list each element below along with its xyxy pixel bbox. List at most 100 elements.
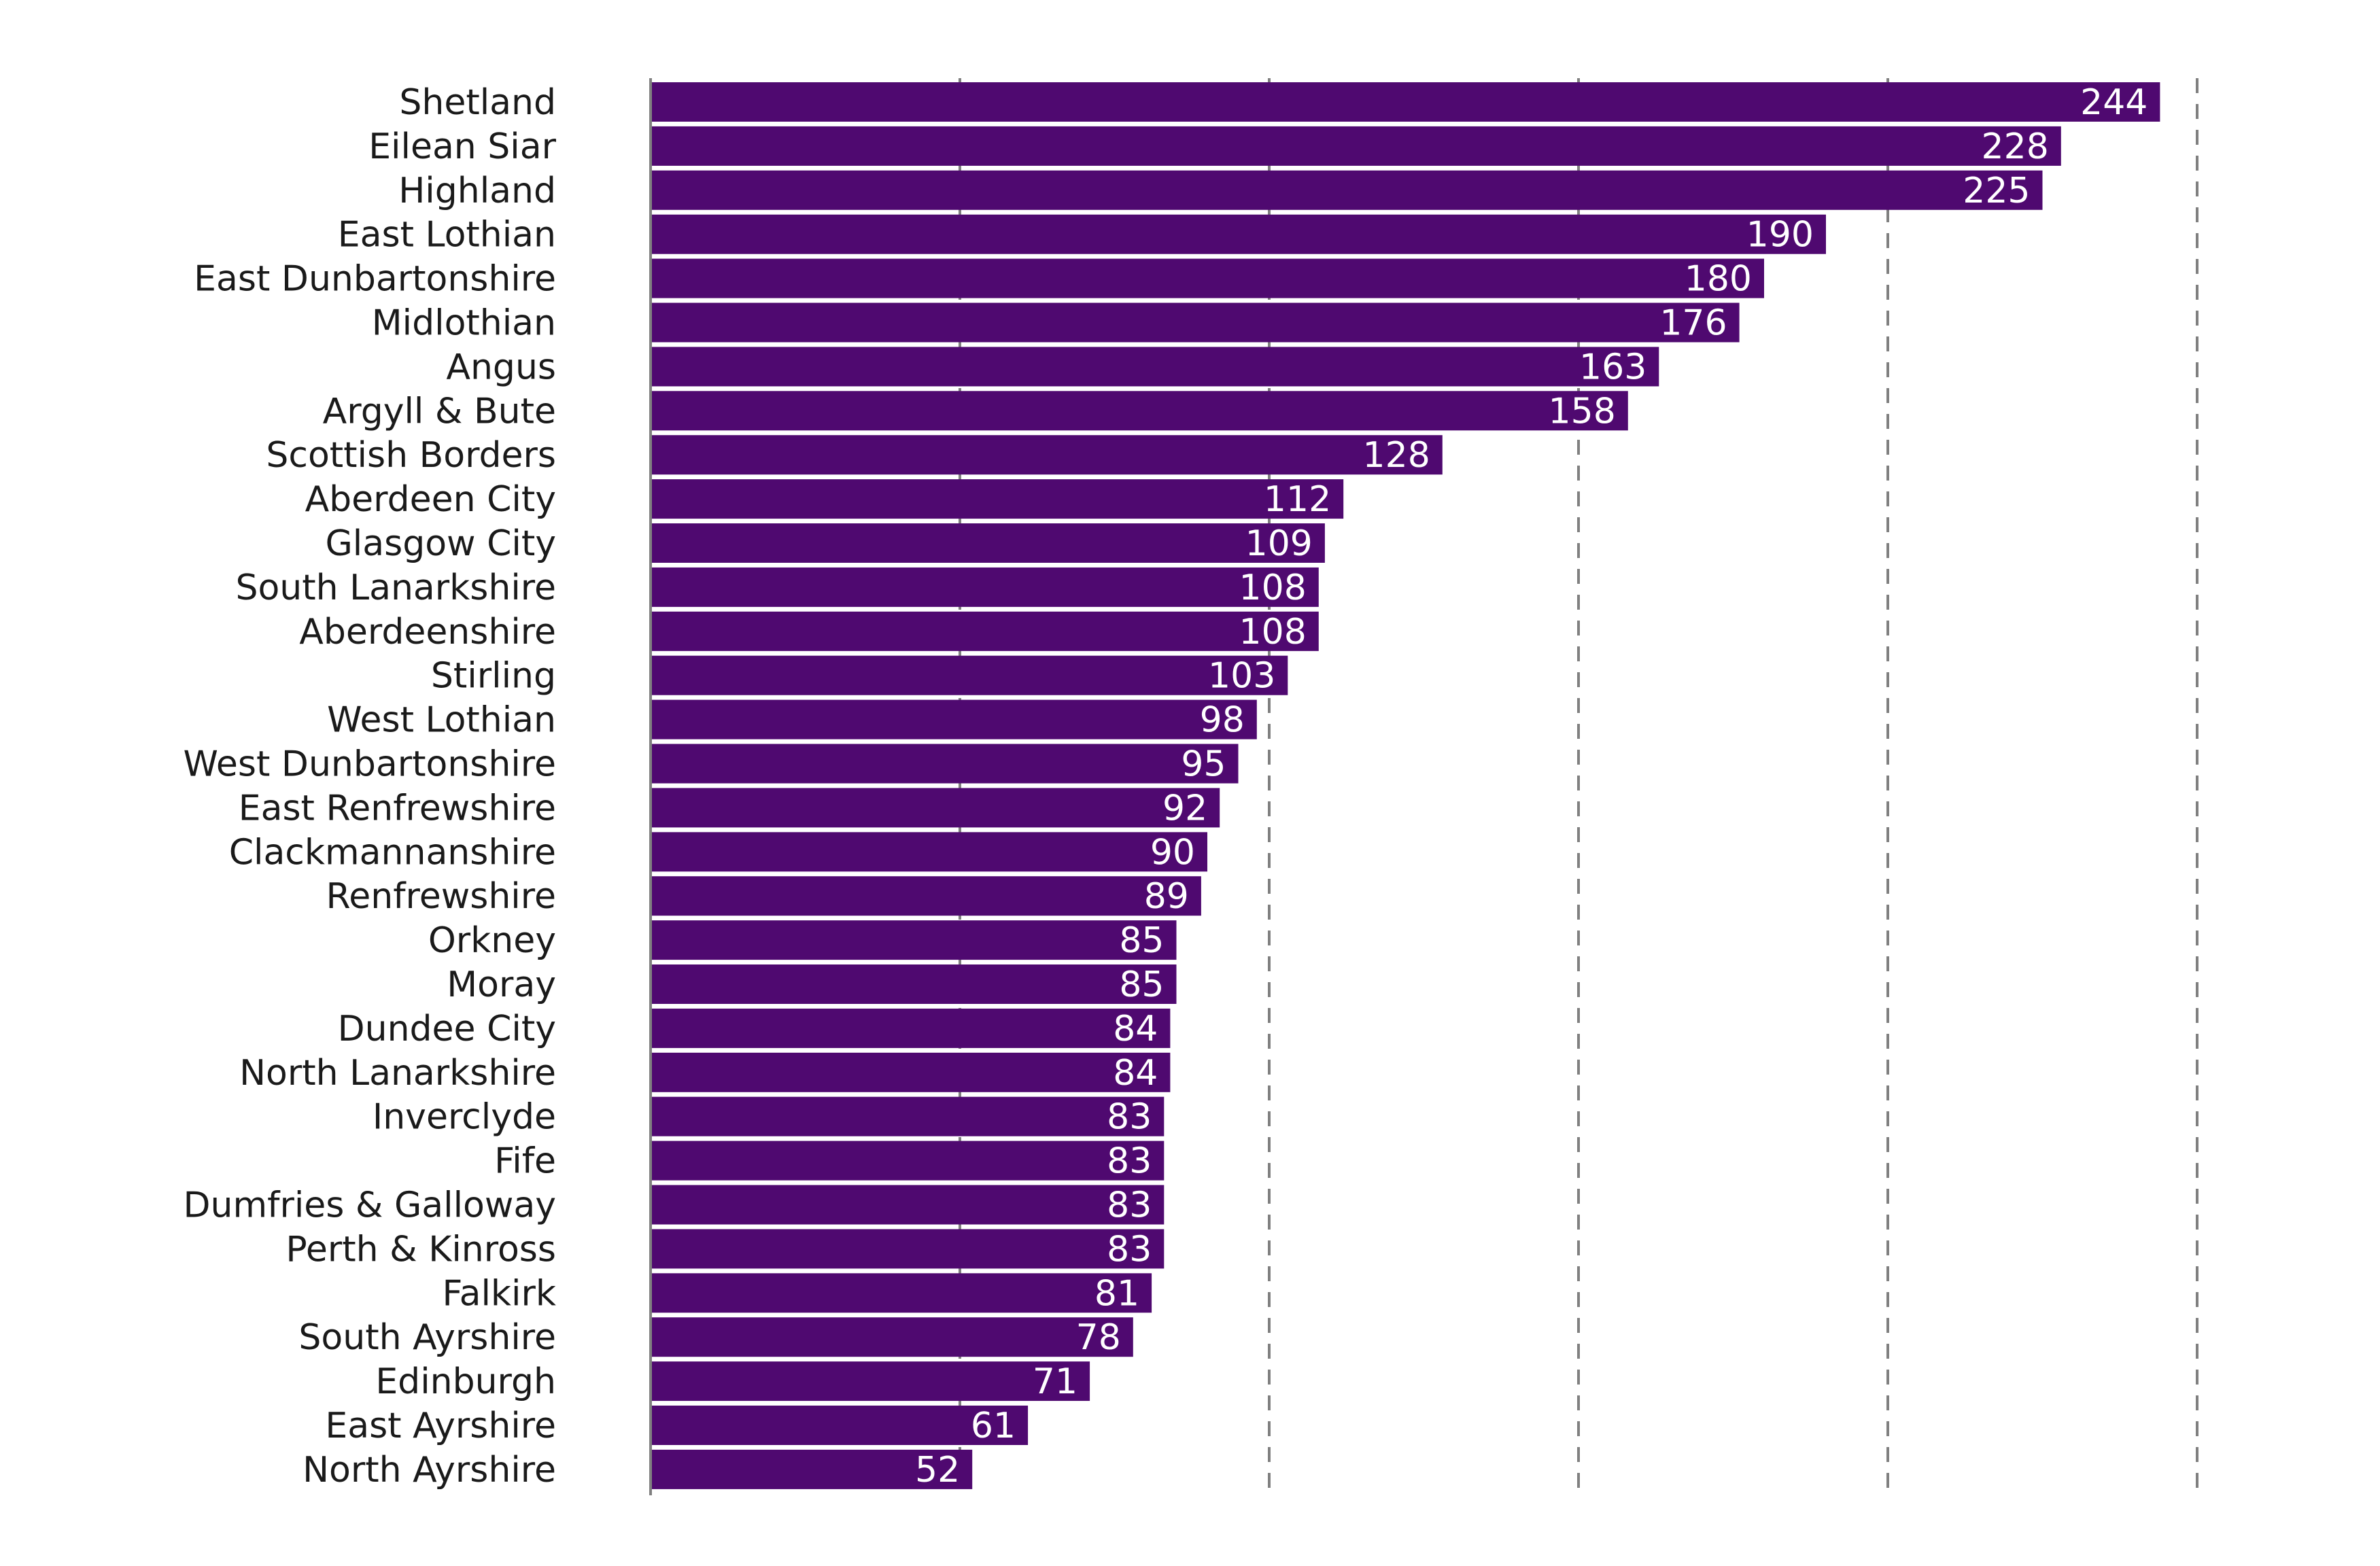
value-label: 176: [1659, 303, 1727, 344]
category-label: West Lothian: [327, 700, 556, 741]
value-label: 61: [971, 1406, 1016, 1446]
value-label: 90: [1150, 832, 1195, 873]
category-label: Moray: [447, 964, 556, 1005]
value-label: 95: [1181, 744, 1226, 785]
category-label: Glasgow City: [326, 523, 557, 564]
bar: [651, 1096, 1165, 1136]
category-label: East Ayrshire: [325, 1406, 556, 1446]
bar: [651, 832, 1207, 872]
value-label: 85: [1119, 964, 1164, 1005]
bar: [651, 655, 1288, 695]
bar: [651, 1008, 1171, 1048]
category-label: Fife: [494, 1141, 556, 1182]
bar: [651, 744, 1239, 784]
category-label: South Ayrshire: [298, 1317, 556, 1358]
bar: [651, 126, 2061, 166]
category-label: Dundee City: [338, 1009, 556, 1049]
value-label: 83: [1107, 1185, 1152, 1226]
bar: [651, 302, 1740, 343]
category-label: Aberdeen City: [305, 479, 556, 520]
bar: [651, 82, 2160, 122]
bar: [651, 258, 1764, 298]
bar: [651, 964, 1177, 1004]
category-label: North Lanarkshire: [239, 1053, 556, 1094]
value-label: 92: [1162, 788, 1207, 829]
bars: [651, 82, 2160, 1489]
value-label: 78: [1076, 1317, 1121, 1358]
value-label: 109: [1245, 523, 1313, 564]
bar: [651, 391, 1628, 431]
category-label: Highland: [398, 171, 556, 211]
bar: [651, 1406, 1029, 1445]
category-label: Renfrewshire: [326, 876, 556, 917]
category-label: Shetland: [399, 82, 556, 123]
bar: [651, 1449, 973, 1489]
value-label: 85: [1119, 920, 1164, 961]
bar: [651, 479, 1344, 519]
bar: [651, 1229, 1165, 1269]
value-label: 112: [1264, 479, 1331, 520]
bar: [651, 567, 1319, 607]
category-label: West Dunbartonshire: [184, 744, 556, 785]
bar: [651, 170, 2043, 210]
category-label: Perth & Kinross: [286, 1229, 556, 1270]
category-label: Midlothian: [372, 303, 556, 344]
category-label: Edinburgh: [375, 1361, 556, 1402]
value-label: 190: [1746, 215, 1814, 256]
value-label: 108: [1239, 612, 1307, 652]
category-label: East Lothian: [338, 215, 556, 256]
category-label: Falkirk: [442, 1273, 556, 1314]
bar: [651, 1361, 1090, 1402]
category-label: Eilean Siar: [368, 126, 556, 167]
bar: [651, 876, 1201, 916]
category-label: Dumfries & Galloway: [183, 1185, 556, 1226]
bar: [651, 1185, 1165, 1225]
bar: [651, 788, 1220, 828]
bar: [651, 1273, 1152, 1313]
value-label: 103: [1208, 656, 1275, 697]
value-label: 225: [1963, 171, 2030, 211]
bar: [651, 523, 1325, 563]
bar: [651, 699, 1257, 740]
category-label: Orkney: [428, 920, 556, 961]
value-labels: 2442282251901801761631581281121091081081…: [915, 82, 2148, 1491]
category-label: East Dunbartonshire: [194, 259, 556, 300]
category-label: North Ayrshire: [303, 1450, 556, 1491]
category-label: Scottish Borders: [266, 435, 556, 476]
value-label: 81: [1094, 1273, 1139, 1314]
category-label: Clackmannanshire: [229, 832, 556, 873]
value-label: 244: [2080, 82, 2148, 123]
value-label: 98: [1200, 700, 1245, 741]
category-label: East Renfrewshire: [239, 788, 556, 829]
category-label: Angus: [446, 347, 556, 387]
category-label: Aberdeenshire: [299, 612, 556, 652]
value-label: 128: [1363, 435, 1430, 476]
value-label: 71: [1033, 1361, 1077, 1402]
bar: [651, 1141, 1165, 1181]
category-label: South Lanarkshire: [235, 568, 556, 608]
value-label: 84: [1113, 1009, 1158, 1049]
bar: [651, 611, 1319, 651]
bar: [651, 214, 1826, 254]
value-label: 84: [1113, 1053, 1158, 1094]
category-label: Stirling: [431, 656, 556, 697]
value-label: 89: [1144, 876, 1189, 917]
value-label: 52: [915, 1450, 960, 1491]
value-label: 83: [1107, 1097, 1152, 1138]
category-label: Inverclyde: [373, 1097, 556, 1138]
value-label: 158: [1549, 391, 1616, 432]
value-label: 83: [1107, 1141, 1152, 1182]
value-label: 108: [1239, 568, 1307, 608]
bar: [651, 920, 1177, 960]
bar: [651, 347, 1659, 387]
value-label: 83: [1107, 1229, 1152, 1270]
value-label: 180: [1685, 259, 1752, 300]
value-label: 228: [1982, 126, 2049, 167]
bar: [651, 435, 1443, 475]
value-label: 163: [1579, 347, 1646, 387]
category-label: Argyll & Bute: [323, 391, 556, 432]
bar: [651, 1317, 1133, 1357]
